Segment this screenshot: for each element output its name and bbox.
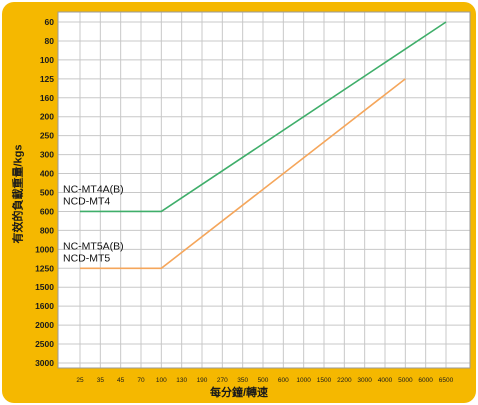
y-tick-label: 80 (45, 36, 55, 46)
y-tick-label: 800 (40, 225, 54, 235)
x-tick-label: 45 (117, 377, 125, 384)
y-tick-label: 2000 (35, 320, 54, 330)
series-label: NC-MT4A(B) (63, 183, 124, 195)
y-tick-label: 1000 (35, 244, 54, 254)
x-tick-label: 25 (76, 377, 84, 384)
x-tick-label: 1000 (296, 377, 311, 384)
x-tick-label: 4000 (378, 377, 393, 384)
y-tick-label: 100 (40, 55, 54, 65)
y-tick-label: 60 (45, 17, 55, 27)
x-tick-label: 6500 (439, 377, 454, 384)
y-tick-label: 160 (40, 93, 54, 103)
x-tick-label: 35 (97, 377, 105, 384)
y-tick-label: 1250 (35, 263, 54, 273)
series-line (80, 78, 406, 270)
series-label: NCD-MT4 (63, 195, 110, 207)
y-tick-label: 600 (40, 206, 54, 216)
x-tick-label: 3000 (357, 377, 372, 384)
y-tick-label: 125 (40, 74, 54, 84)
x-tick-label: 5000 (398, 377, 413, 384)
x-tick-label: 130 (176, 377, 187, 384)
series-label: NC-MT5A(B) (63, 240, 124, 252)
x-tick-label: 600 (278, 377, 289, 384)
x-tick-label: 2200 (337, 377, 352, 384)
y-tick-label: 400 (40, 169, 54, 179)
x-tick-label: 190 (197, 377, 208, 384)
y-tick-label: 500 (40, 188, 54, 198)
y-tick-label: 300 (40, 150, 54, 160)
y-tick-label: 2500 (35, 339, 54, 349)
x-tick-label: 6000 (418, 377, 433, 384)
y-tick-label: 1600 (35, 301, 54, 311)
plot-border (57, 11, 471, 369)
y-tick-label: 200 (40, 112, 54, 122)
y-axis-title-box: 有效的負載重量/kgs (2, 20, 32, 368)
x-tick-label: 1500 (317, 377, 332, 384)
y-tick-label: 250 (40, 131, 54, 141)
x-tick-label: 350 (237, 377, 248, 384)
series-line (80, 21, 447, 213)
x-tick-label: 500 (258, 377, 269, 384)
x-tick-label: 100 (156, 377, 167, 384)
plot-area (58, 12, 470, 368)
y-tick-label: 3000 (35, 358, 54, 368)
x-tick-label: 270 (217, 377, 228, 384)
x-axis-title: 每分鐘/轉速 (209, 387, 269, 399)
series-label: NCD-MT5 (63, 252, 110, 264)
y-tick-label: 1500 (35, 282, 54, 292)
y-axis-title: 有效的負載重量/kgs (12, 144, 25, 244)
x-tick-label: 70 (137, 377, 145, 384)
